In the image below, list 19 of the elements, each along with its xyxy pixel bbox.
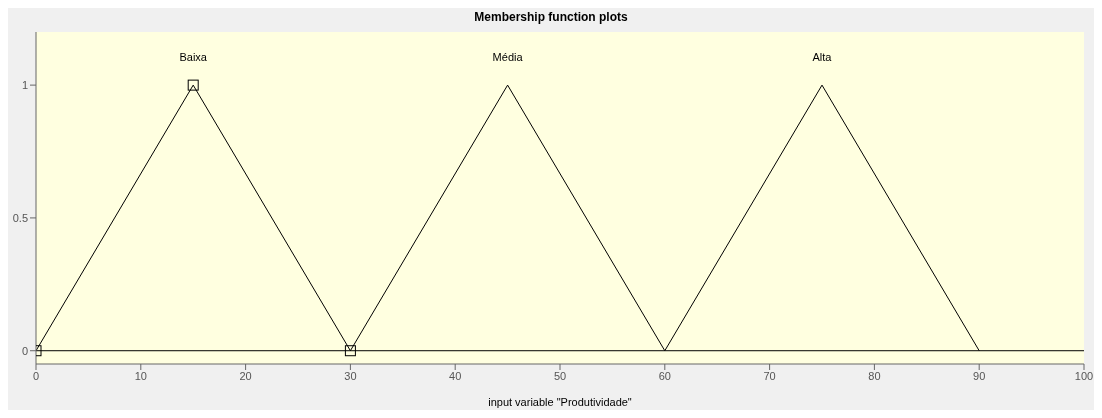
series-label: Baixa: [179, 51, 208, 64]
x-axis-title: input variable "Produtividade": [488, 396, 632, 408]
chart-title: Membership function plots: [473, 10, 629, 24]
x-tick-label: 20: [239, 369, 252, 382]
x-tick-label: 60: [658, 369, 671, 382]
x-tick-label: 80: [868, 369, 881, 382]
text: Alta: [812, 51, 833, 64]
x-tick-label: 100: [1074, 369, 1094, 382]
x-tick-label: 50: [553, 369, 567, 382]
y-tick-label: 1: [21, 79, 28, 92]
x-tick-label: 0: [32, 369, 40, 382]
text: Média: [492, 51, 524, 64]
y-tick-label: 0: [21, 344, 28, 357]
y-tick-label: 0.5: [12, 211, 28, 224]
x-tick-label: 90: [973, 369, 986, 382]
x-tick-label: 30: [344, 369, 357, 382]
x-tick-label: 10: [134, 369, 147, 382]
x-tick-label: 70: [763, 369, 776, 382]
x-tick-label: 40: [449, 369, 462, 382]
